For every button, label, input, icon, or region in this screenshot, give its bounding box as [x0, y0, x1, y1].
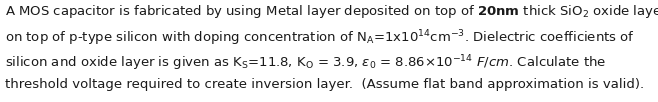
Text: silicon and oxide layer is given as K$_\mathrm{S}$=11.8, K$_\mathrm{O}$ = 3.9, $: silicon and oxide layer is given as K$_\…: [5, 53, 607, 73]
Text: A MOS capacitor is fabricated by using Metal layer deposited on top of $\mathbf{: A MOS capacitor is fabricated by using M…: [5, 3, 658, 20]
Text: threshold voltage required to create inversion layer.  (Assume flat band approxi: threshold voltage required to create inv…: [5, 78, 644, 91]
Text: on top of p-type silicon with doping concentration of N$_\mathrm{A}$=1x10$^{14}$: on top of p-type silicon with doping con…: [5, 28, 635, 48]
